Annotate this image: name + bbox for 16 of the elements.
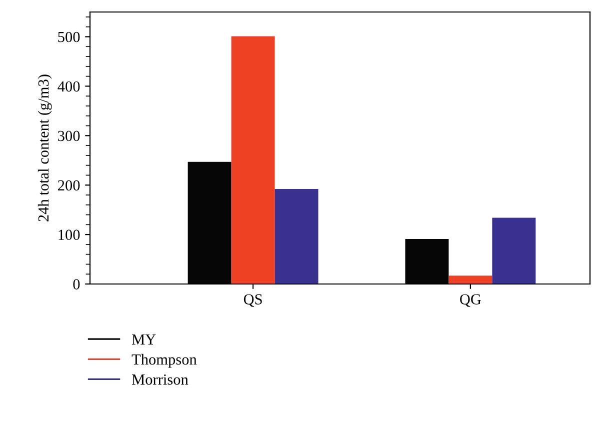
y-tick-label: 400 — [58, 81, 80, 92]
y-tick-label: 200 — [58, 180, 80, 191]
bar — [231, 36, 275, 284]
y-tick-label: 0 — [73, 279, 80, 290]
x-tick-label: QS — [244, 294, 262, 307]
bar — [448, 276, 492, 284]
y-tick-label: 100 — [58, 230, 80, 240]
y-axis-title: 24h total content (g/m3) — [38, 74, 52, 222]
y-tick-label: 300 — [58, 130, 80, 142]
legend-label: MY — [132, 334, 156, 344]
bar — [492, 218, 536, 284]
legend-label: Morrison — [132, 374, 188, 385]
x-tick-label: QG — [460, 294, 481, 307]
bar — [274, 189, 318, 284]
y-tick-label: 500 — [58, 32, 80, 42]
legend-label: Thompson — [132, 354, 197, 368]
